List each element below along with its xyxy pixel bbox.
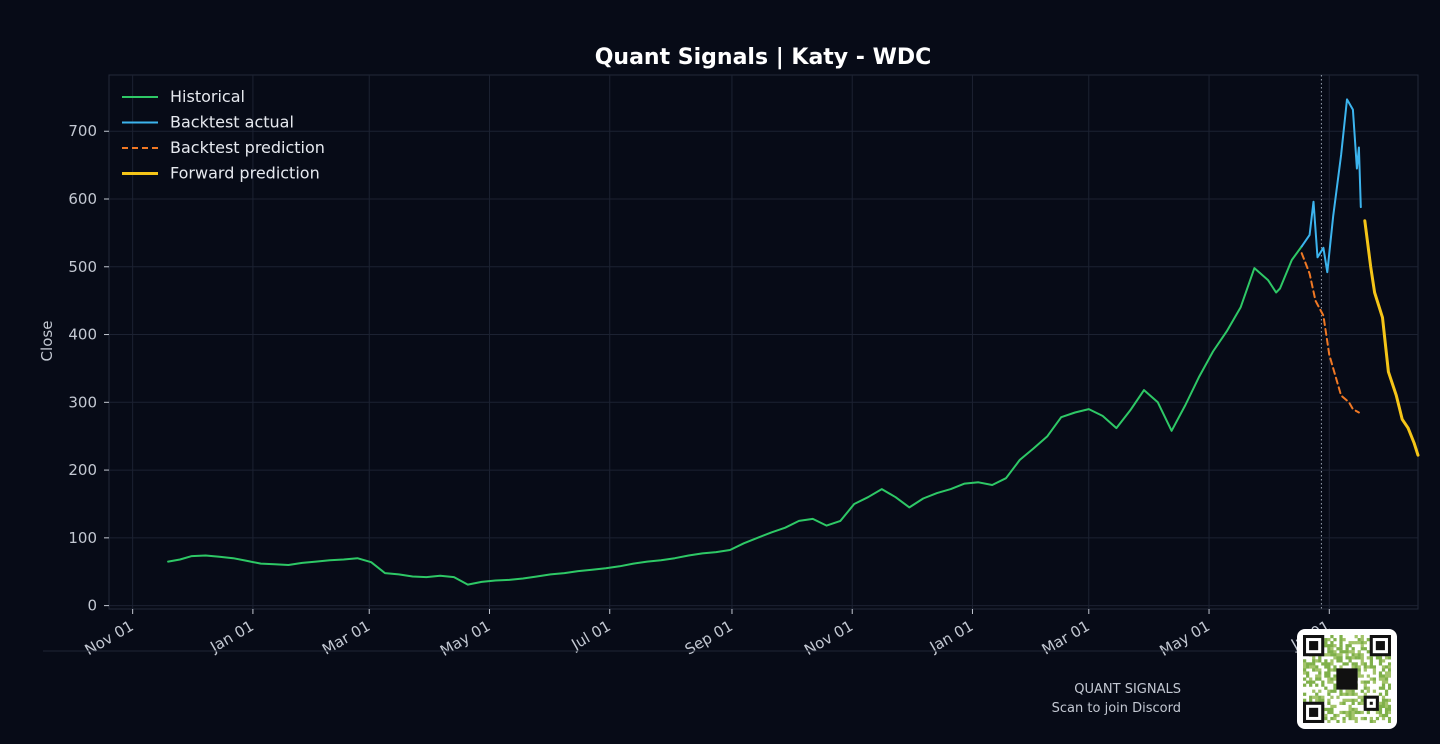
x-tick-label: Nov 01 [801, 617, 856, 659]
x-tick-label: Nov 01 [82, 617, 137, 659]
footer-brand: QUANT SIGNALS [1074, 682, 1181, 697]
series-line-backtest-actual [1300, 98, 1362, 274]
legend-label: Forward prediction [170, 164, 320, 183]
legend-label: Historical [170, 87, 245, 106]
legend-label: Backtest actual [170, 113, 294, 132]
y-tick-label: 300 [68, 393, 97, 411]
discord-qr-code[interactable] [1297, 629, 1397, 729]
y-tick-label: 0 [87, 597, 97, 615]
y-tick-label: 100 [68, 529, 97, 547]
x-tick-label: May 01 [1157, 617, 1214, 660]
legend-label: Backtest prediction [170, 138, 325, 157]
plot-frame [108, 74, 1419, 610]
chart-title: Quant Signals | Katy - WDC [595, 45, 932, 70]
x-tick-label: Mar 01 [1039, 617, 1093, 659]
y-tick-label: 200 [68, 461, 97, 479]
x-tick-label: Sep 01 [682, 617, 736, 659]
y-tick-label: 500 [68, 258, 97, 276]
series-line-forward-prediction [1363, 219, 1420, 457]
x-tick-label: Jul 01 [568, 617, 614, 654]
y-tick-label: 600 [68, 190, 97, 208]
series-line-historical [167, 245, 1303, 586]
y-axis-label: Close [38, 321, 56, 362]
x-tick-label: Mar 01 [319, 617, 373, 659]
y-tick-label: 700 [68, 122, 97, 140]
y-tick-label: 400 [68, 326, 97, 344]
x-tick-label: May 01 [437, 617, 494, 660]
series-line-backtest-prediction [1300, 252, 1360, 414]
footer-caption: Scan to join Discord [1051, 701, 1181, 716]
